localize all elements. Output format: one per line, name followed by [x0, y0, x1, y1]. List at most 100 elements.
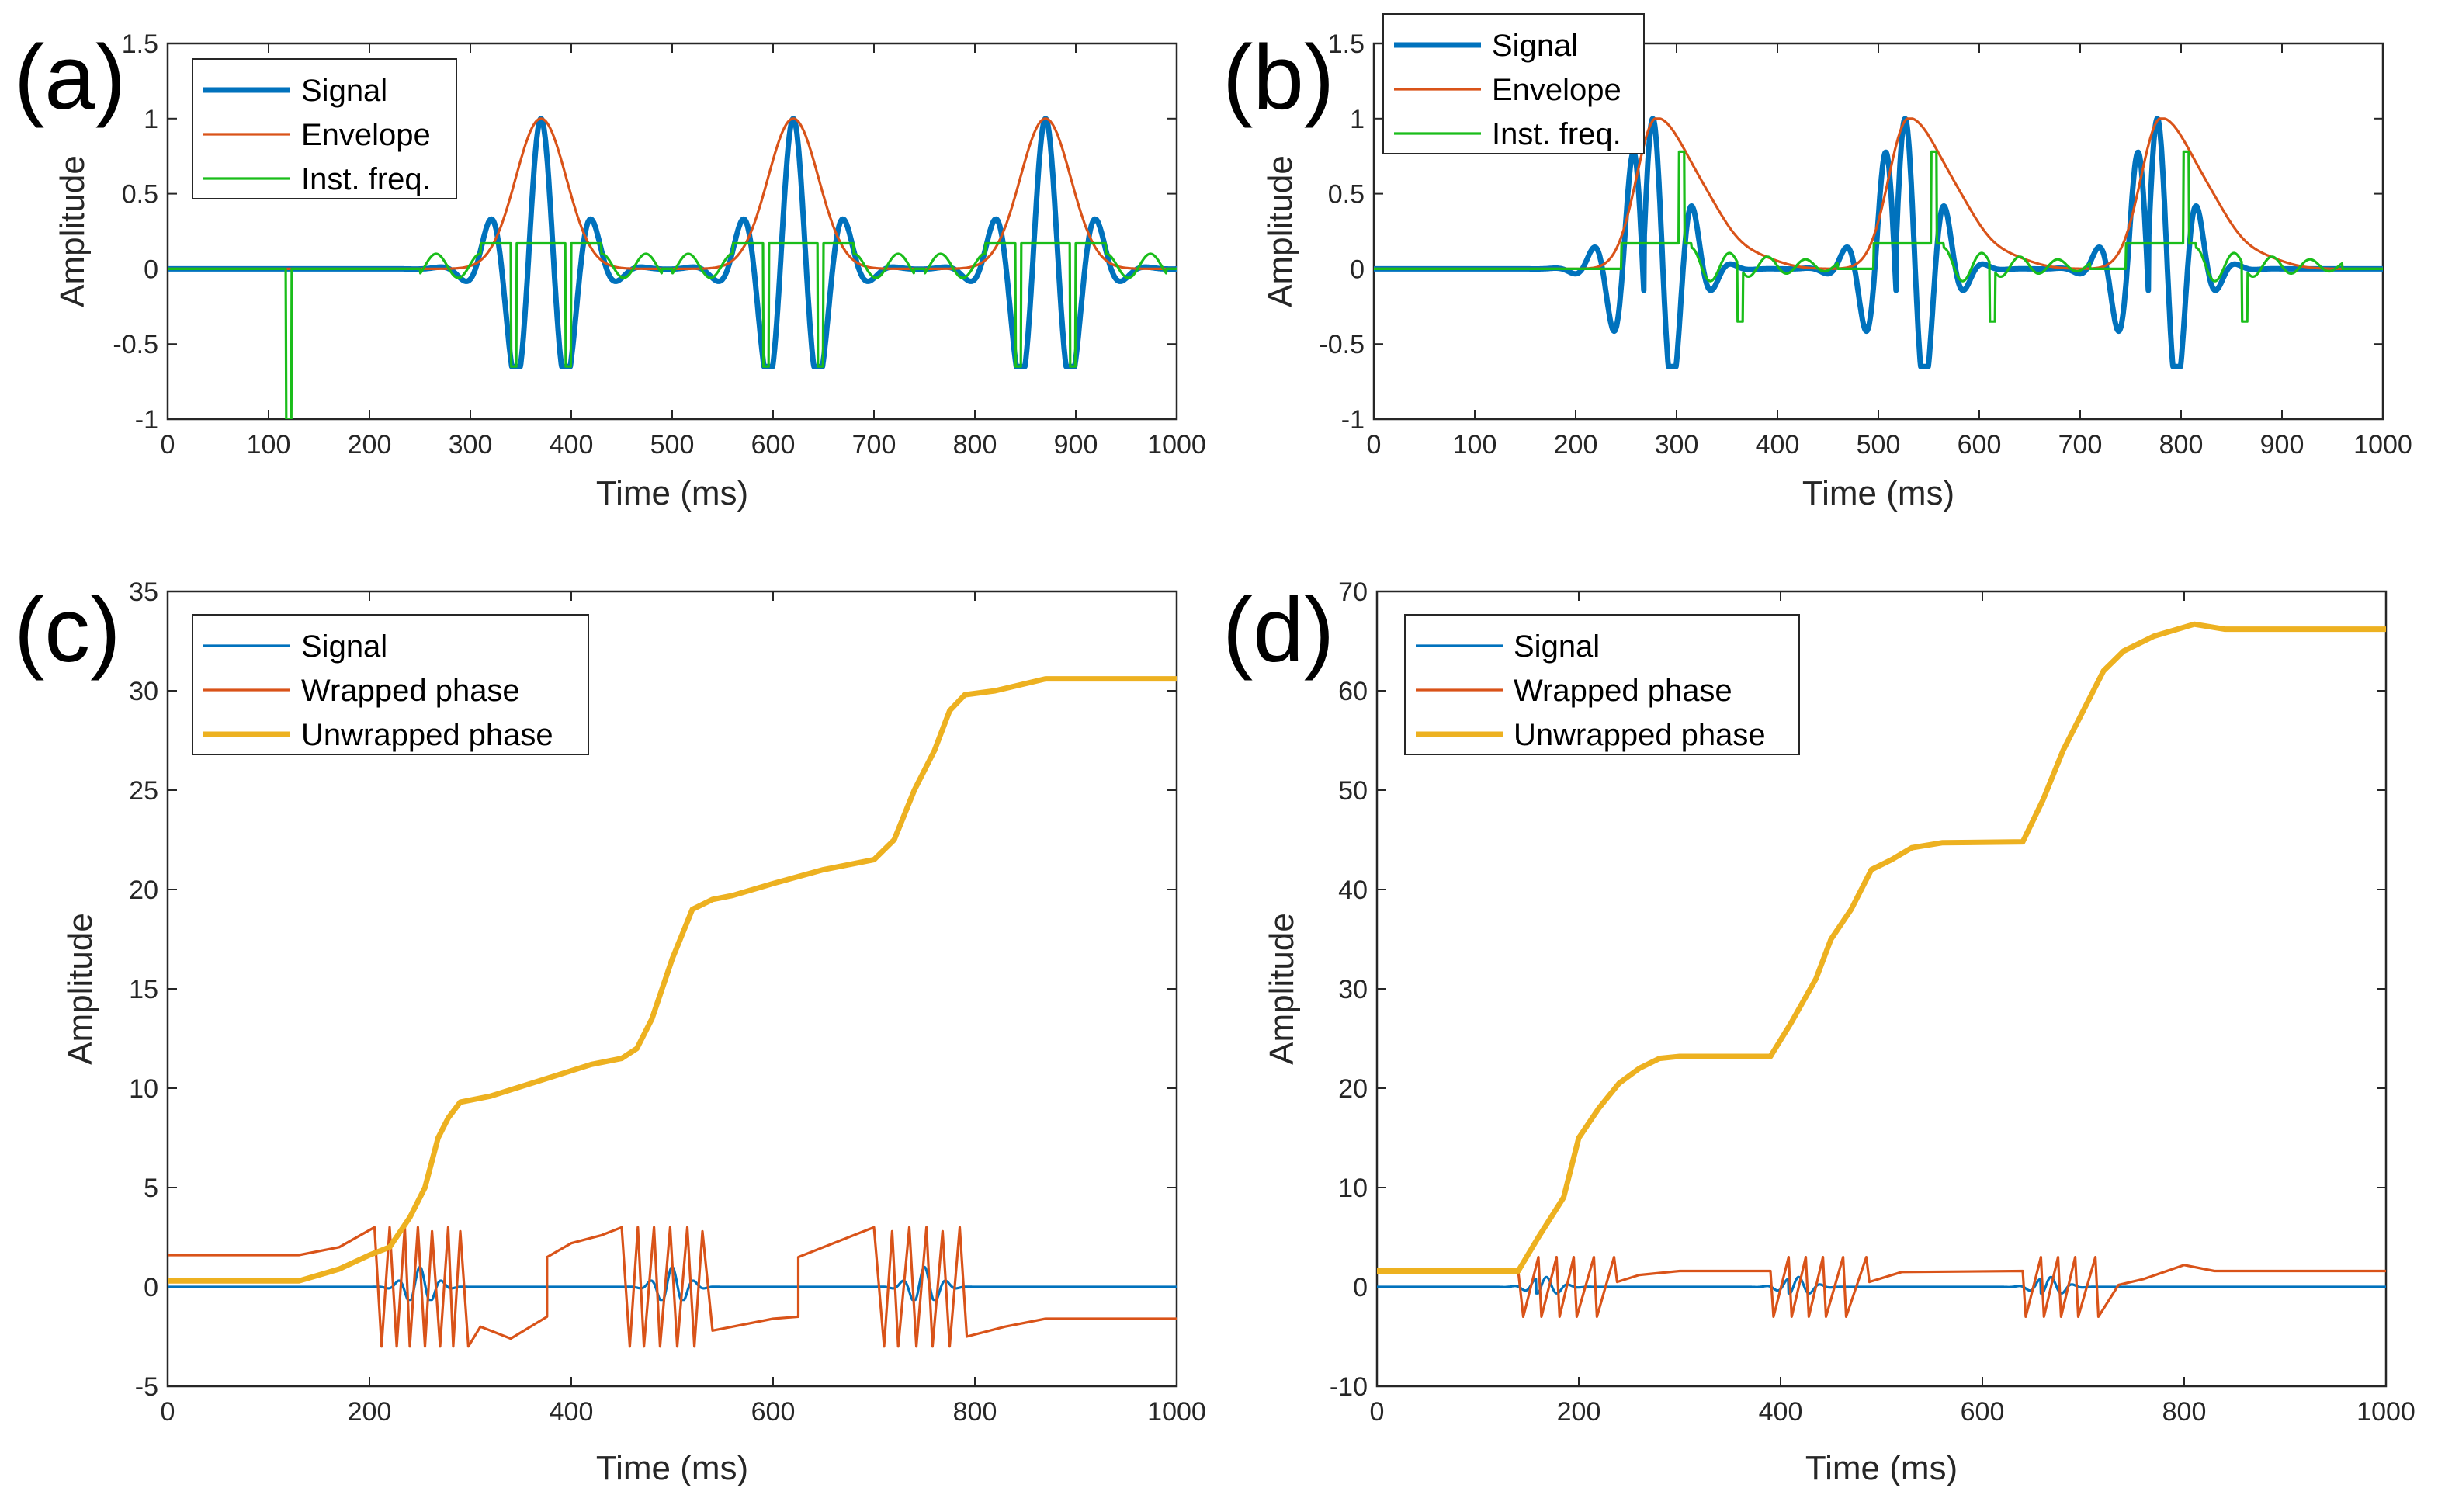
panel-d: (d)0 200 400 600 800 1000-10010203040506070Ti…	[1222, 577, 2415, 1487]
x-tick-label: 200	[1554, 430, 1598, 459]
x-tick-label: 800	[953, 1397, 997, 1427]
x-tick-label: 600	[1961, 1397, 2005, 1427]
series-line-unwrapped-phase	[1377, 621, 2386, 1274]
x-tick-label: 0	[1370, 1397, 1385, 1427]
x-tick-label: 1000	[1147, 1397, 1206, 1427]
y-tick-label: 35	[129, 577, 158, 607]
panel-a: (a) 0 100 200 300 400 500 600 700 800 900 1000 -1 -0.…	[14, 26, 1206, 512]
x-tick-label: 800	[2159, 430, 2204, 459]
x-tick-label: 600	[1958, 430, 2002, 459]
y-tick-label: -1	[135, 405, 158, 435]
x-tick-label: 700	[2058, 430, 2103, 459]
series-line-wrapped-phase	[168, 1226, 1177, 1348]
x-tick-label: 300	[1655, 430, 1699, 459]
legend-d: Signal Wrapped phase Unwrapped phase	[1404, 614, 1800, 755]
y-axis-title: Amplitude	[1261, 155, 1299, 307]
y-tick-label: 0.5	[122, 180, 158, 210]
legend-box	[1382, 13, 1645, 154]
y-tick-label: -1	[1341, 405, 1365, 435]
legend-entry-label: Signal	[1514, 629, 1600, 664]
x-axis-title: Time (ms)	[596, 474, 748, 512]
legend-entry-label: Wrapped phase	[1514, 674, 1732, 708]
series-line-signal	[1377, 1275, 2386, 1295]
y-tick-label: 0	[144, 255, 158, 284]
plot-area-b	[1374, 116, 2383, 369]
y-tick-label: 30	[1338, 975, 1368, 1004]
y-tick-label: 1	[1350, 105, 1365, 134]
y-tick-label: -0.5	[113, 330, 158, 359]
legend-entry-label: Signal	[301, 74, 387, 108]
x-tick-label: 0	[161, 1397, 175, 1427]
y-tick-label: 0	[1353, 1273, 1368, 1302]
plot-area-c	[168, 676, 1177, 1348]
x-axis-title: Time (ms)	[596, 1449, 748, 1487]
panel-label-a: (a)	[14, 26, 126, 129]
legend-entry-label: Signal	[1492, 29, 1578, 63]
y-tick-label: 10	[1338, 1174, 1368, 1203]
plot-area-a	[168, 116, 1177, 419]
x-tick-label: 900	[1054, 430, 1098, 459]
y-axis-title: Amplitude	[61, 913, 99, 1065]
x-tick-label: 400	[1756, 430, 1800, 459]
y-tick-label: 60	[1338, 677, 1368, 706]
x-tick-label: 700	[852, 430, 896, 459]
x-tick-label: 400	[550, 430, 594, 459]
legend-entry-label: Envelope	[301, 118, 431, 152]
legend-a: Signal Envelope Inst. freq.	[192, 58, 457, 199]
y-tick-label: -5	[135, 1372, 158, 1402]
x-tick-label: 100	[247, 430, 291, 459]
x-tick-label: 200	[348, 430, 392, 459]
x-tick-label: 1000	[2353, 430, 2412, 459]
x-axis-title: Time (ms)	[1805, 1449, 1958, 1487]
y-tick-label: 5	[144, 1174, 158, 1203]
y-axis-title: Amplitude	[1263, 913, 1301, 1065]
y-tick-label: -0.5	[1319, 330, 1365, 359]
x-tick-label: 600	[751, 430, 796, 459]
legend-b: Signal Envelope Inst. freq.	[1382, 13, 1645, 154]
y-tick-label: 10	[129, 1074, 158, 1104]
y-tick-label: 25	[129, 776, 158, 806]
y-tick-label: -10	[1330, 1372, 1368, 1402]
x-tick-label: 300	[449, 430, 493, 459]
x-tick-label: 500	[1857, 430, 1901, 459]
series-line-inst-freq	[1374, 150, 2383, 323]
x-tick-label: 1000	[2357, 1397, 2415, 1427]
x-tick-label: 0	[1367, 430, 1382, 459]
legend-entry-label: Inst. freq.	[301, 162, 431, 196]
panel-c: (c)0 200 400 600 800 1000-505101520253035Time…	[14, 577, 1206, 1487]
y-axis-title: Amplitude	[54, 155, 92, 307]
legend-entry-label: Signal	[301, 629, 387, 664]
legend-box	[192, 614, 589, 755]
x-tick-label: 100	[1453, 430, 1497, 459]
panel-label-c: (c)	[14, 579, 121, 681]
legend-entry-label: Envelope	[1492, 73, 1621, 107]
series-line-wrapped-phase	[1377, 1256, 2386, 1318]
legend-entry-label: Wrapped phase	[301, 674, 520, 708]
legend-entry-label: Unwrapped phase	[1514, 718, 1766, 752]
y-tick-label: 40	[1338, 876, 1368, 905]
x-tick-label: 500	[650, 430, 695, 459]
panel-label-b: (b)	[1222, 26, 1334, 129]
y-tick-label: 30	[129, 677, 158, 706]
x-tick-label: 0	[161, 430, 175, 459]
series-line-inst-freq	[168, 241, 1177, 419]
y-tick-label: 50	[1338, 776, 1368, 806]
plot-area-d	[1377, 621, 2386, 1318]
y-tick-label: 0	[1350, 255, 1365, 284]
y-tick-label: 20	[1338, 1074, 1368, 1104]
x-tick-label: 800	[2162, 1397, 2207, 1427]
x-tick-label: 400	[1759, 1397, 1803, 1427]
x-tick-label: 800	[953, 430, 997, 459]
x-tick-label: 600	[751, 1397, 796, 1427]
legend-box	[192, 58, 457, 199]
y-tick-label: 0.5	[1328, 180, 1365, 210]
legend-entry-label: Unwrapped phase	[301, 718, 553, 752]
legend-box	[1404, 614, 1800, 755]
legend-entry-label: Inst. freq.	[1492, 117, 1621, 151]
x-tick-label: 900	[2260, 430, 2304, 459]
panel-label-d: (d)	[1222, 579, 1334, 681]
x-tick-label: 400	[550, 1397, 594, 1427]
y-tick-label: 1	[144, 105, 158, 134]
x-tick-label: 1000	[1147, 430, 1206, 459]
x-tick-label: 200	[1557, 1397, 1601, 1427]
